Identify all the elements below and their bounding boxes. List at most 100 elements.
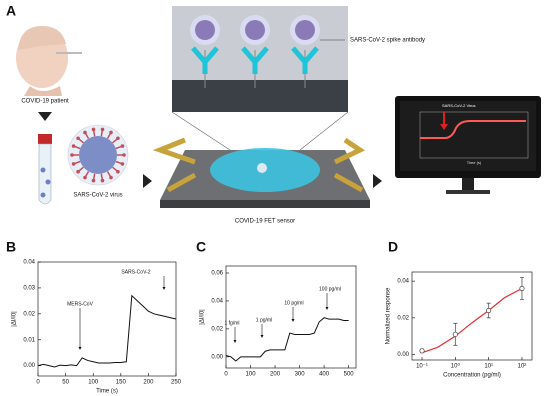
- spike-tip: [116, 136, 120, 141]
- panel-label: D: [388, 239, 398, 255]
- x-tick-label: 100: [88, 380, 99, 386]
- panel-label: A: [6, 3, 16, 19]
- patient-label: COVID-19 patient: [21, 99, 69, 105]
- spike-tip: [83, 175, 87, 180]
- y-tick-label: 0.04: [397, 279, 409, 285]
- data-point: [419, 348, 425, 354]
- x-tick-label: 10⁰: [451, 363, 461, 370]
- data-line: [37, 294, 177, 368]
- y-tick-label: 0.04: [23, 260, 35, 266]
- arrow-head: [291, 319, 295, 322]
- spike-tip: [120, 144, 125, 148]
- data-point: [452, 331, 458, 337]
- y-tick-label: 0.02: [397, 315, 409, 321]
- x-tick-label: 0: [224, 372, 228, 378]
- x-tick-label: 500: [344, 372, 355, 378]
- spike-tip: [109, 130, 113, 135]
- annotation: 1 pg/ml: [256, 317, 272, 323]
- y-axis-label: |ΔI/I0|: [12, 311, 18, 327]
- antibody: [291, 46, 319, 74]
- arrow-head: [78, 347, 82, 350]
- x-tick-label: 10⁻¹: [416, 364, 428, 370]
- zoom-line: [299, 111, 349, 151]
- spike-tip: [91, 127, 96, 132]
- x-axis-label: Time (s): [96, 389, 118, 395]
- spike-tip: [100, 178, 105, 183]
- virus-label: SARS-CoV-2 virus: [73, 193, 122, 199]
- arrow-head: [325, 307, 329, 310]
- plot-frame: [37, 261, 177, 377]
- antibody-label: SARS-CoV-2 spike antibody: [350, 38, 425, 44]
- x-tick-label: 10²: [518, 364, 527, 370]
- antibody: [191, 46, 219, 74]
- data-point: [519, 285, 525, 292]
- y-tick-label: 0.00: [211, 354, 223, 360]
- y-tick-label: 0.01: [23, 337, 35, 343]
- y-axis-label: |ΔI/I0|: [200, 309, 206, 325]
- x-tick-label: 300: [295, 372, 306, 378]
- x-axis-label: Concentration (pg/ml): [443, 373, 501, 379]
- y-tick-label: 0.00: [23, 363, 35, 369]
- spike-tip: [100, 127, 105, 132]
- x-tick-label: 150: [116, 380, 127, 386]
- arrow-head: [260, 335, 264, 338]
- panel-label: C: [196, 239, 206, 255]
- x-tick-label: 100: [246, 372, 257, 378]
- virion-core: [195, 20, 215, 40]
- arrow: [38, 112, 52, 121]
- arrow: [373, 174, 382, 188]
- x-tick-label: 250: [171, 380, 182, 386]
- data-line: [225, 317, 349, 362]
- patient-head: [16, 26, 82, 96]
- spike-tip: [83, 130, 87, 135]
- spike-tip: [71, 144, 76, 148]
- y-tick-label: 0.02: [23, 311, 35, 317]
- y-tick-label: 0.06: [211, 271, 223, 277]
- monitor: [395, 96, 541, 194]
- spike-tip: [91, 178, 96, 183]
- monitor-title: SARS-CoV-2 Virus: [442, 103, 476, 108]
- arrow: [143, 174, 152, 188]
- x-tick-label: 50: [62, 380, 69, 386]
- y-tick-label: 0.04: [211, 299, 223, 305]
- y-axis-label: Normalized response: [386, 287, 392, 344]
- spike-tip: [71, 162, 76, 166]
- fit-line: [421, 287, 523, 354]
- x-tick-label: 10¹: [484, 364, 493, 370]
- monitor-xlabel: Time (s): [467, 160, 482, 165]
- plot-frame: [225, 265, 357, 369]
- virus: [67, 124, 129, 186]
- x-tick-label: 200: [270, 372, 281, 378]
- spike-tip: [122, 153, 126, 157]
- zoom-line: [171, 111, 231, 151]
- arrow-head: [233, 340, 237, 343]
- plot-frame: [411, 271, 533, 361]
- panel-label: B: [6, 239, 16, 255]
- spike-tip: [76, 136, 80, 141]
- annotation: MERS-CoV: [67, 301, 94, 307]
- x-tick-label: 0: [36, 380, 40, 386]
- annotation: SARS-CoV-2: [121, 269, 150, 275]
- spike-tip: [116, 169, 120, 174]
- virion-core: [295, 20, 315, 40]
- test-tube: [38, 134, 52, 205]
- annotation: 10 pg/ml: [284, 300, 303, 306]
- data-point: [486, 307, 492, 314]
- graphene: [172, 80, 348, 112]
- virion-core: [245, 20, 265, 40]
- x-tick-label: 400: [319, 372, 330, 378]
- spike-tip: [109, 175, 113, 180]
- x-tick-label: 200: [143, 380, 154, 386]
- sensor-label: COVID-19 FET sensor: [235, 219, 295, 225]
- spike-tip: [76, 169, 80, 174]
- sensor-chip: [152, 137, 370, 208]
- annotation: 100 pg/ml: [319, 286, 341, 292]
- spike-tip: [120, 162, 125, 166]
- spike-tip: [70, 153, 74, 157]
- antibody: [241, 46, 269, 74]
- y-tick-label: 0.02: [211, 326, 223, 332]
- y-tick-label: 0.03: [23, 285, 35, 291]
- arrow-head: [162, 287, 166, 290]
- antibodies: [190, 15, 320, 88]
